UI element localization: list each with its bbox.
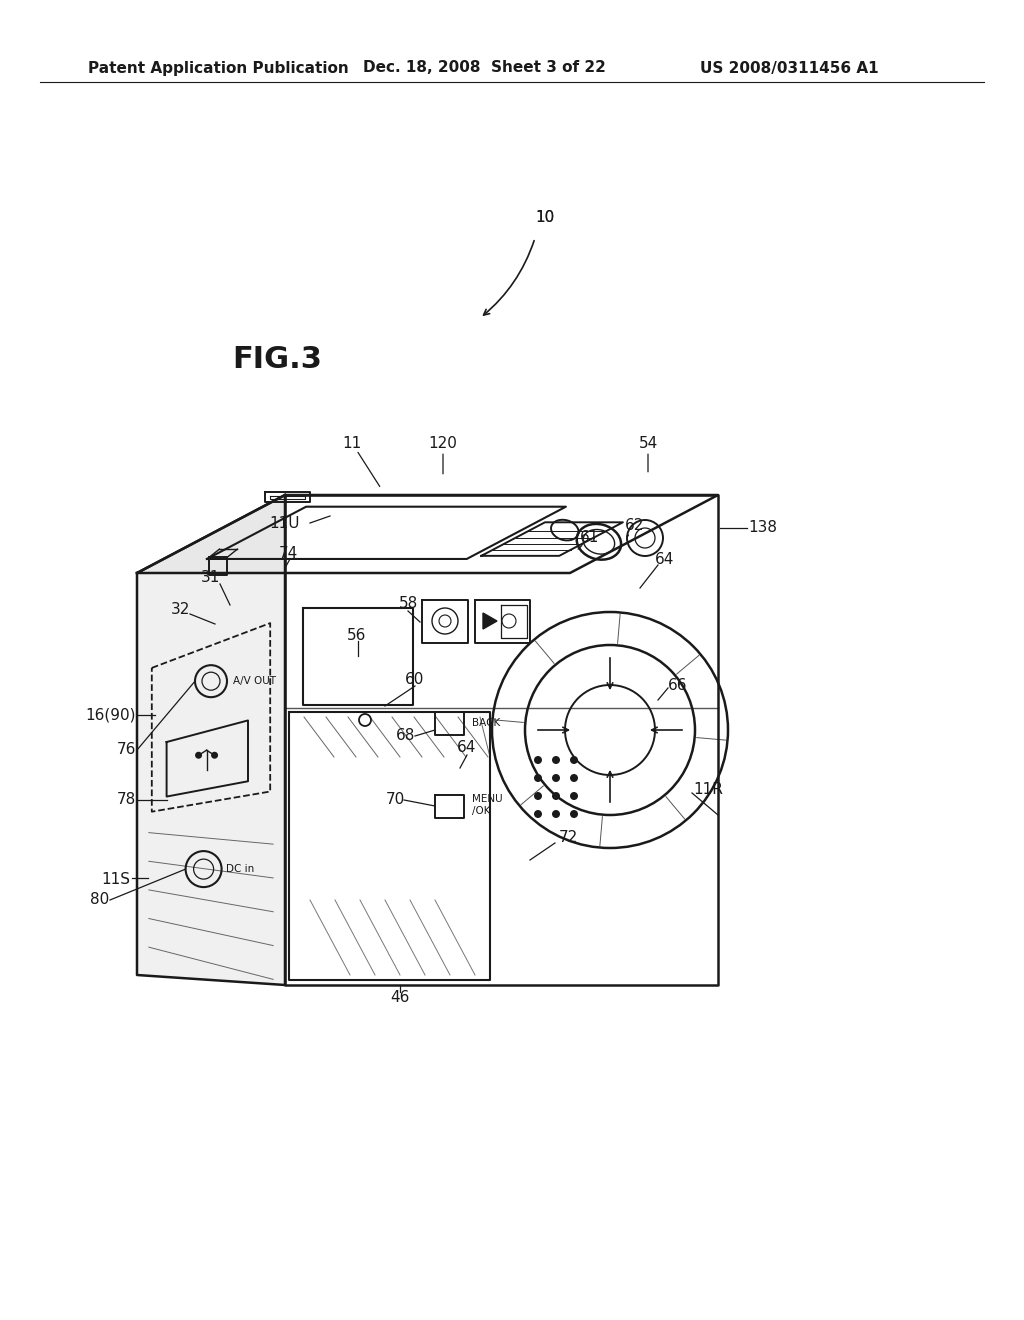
Text: 10: 10 — [536, 210, 555, 226]
Text: 120: 120 — [429, 436, 458, 450]
Text: 11R: 11R — [693, 783, 723, 797]
Text: 58: 58 — [398, 597, 418, 611]
Circle shape — [552, 756, 560, 764]
Polygon shape — [483, 612, 497, 630]
Circle shape — [534, 756, 542, 764]
Text: 11S: 11S — [101, 873, 130, 887]
Text: 74: 74 — [279, 545, 298, 561]
Circle shape — [195, 751, 202, 759]
Circle shape — [211, 751, 218, 759]
Text: MENU
/OK: MENU /OK — [472, 795, 503, 816]
Text: 66: 66 — [669, 677, 688, 693]
Text: 56: 56 — [347, 627, 367, 643]
Text: 61: 61 — [581, 531, 600, 545]
Polygon shape — [285, 495, 718, 985]
Text: 64: 64 — [655, 553, 675, 568]
Circle shape — [570, 756, 578, 764]
Circle shape — [552, 810, 560, 818]
Text: 70: 70 — [385, 792, 404, 808]
Text: BACK: BACK — [472, 718, 501, 729]
Text: FIG.3: FIG.3 — [232, 346, 322, 375]
Text: Patent Application Publication: Patent Application Publication — [88, 61, 349, 75]
Circle shape — [534, 792, 542, 800]
Circle shape — [552, 792, 560, 800]
Polygon shape — [137, 495, 718, 573]
Circle shape — [534, 774, 542, 781]
Circle shape — [552, 774, 560, 781]
Circle shape — [570, 810, 578, 818]
Polygon shape — [137, 495, 285, 985]
Text: 10: 10 — [536, 210, 555, 226]
Text: DC in: DC in — [225, 865, 254, 874]
Text: 138: 138 — [748, 520, 777, 536]
Circle shape — [570, 792, 578, 800]
Text: 72: 72 — [558, 830, 578, 846]
Text: 60: 60 — [406, 672, 425, 688]
Text: 11: 11 — [342, 436, 361, 450]
Text: Dec. 18, 2008  Sheet 3 of 22: Dec. 18, 2008 Sheet 3 of 22 — [362, 61, 606, 75]
Circle shape — [570, 774, 578, 781]
Text: 68: 68 — [396, 729, 416, 743]
Text: 78: 78 — [117, 792, 136, 808]
Text: A/V OUT: A/V OUT — [233, 676, 276, 686]
Text: 31: 31 — [201, 570, 220, 586]
Text: 16(90): 16(90) — [85, 708, 136, 722]
Text: US 2008/0311456 A1: US 2008/0311456 A1 — [700, 61, 879, 75]
Text: 46: 46 — [390, 990, 410, 1006]
Text: 76: 76 — [117, 742, 136, 758]
Text: 80: 80 — [90, 892, 110, 908]
Text: 32: 32 — [170, 602, 189, 618]
Text: 62: 62 — [626, 519, 645, 533]
Text: 11U: 11U — [269, 516, 300, 531]
Text: 54: 54 — [638, 436, 657, 450]
Text: 64: 64 — [458, 741, 477, 755]
Circle shape — [534, 810, 542, 818]
